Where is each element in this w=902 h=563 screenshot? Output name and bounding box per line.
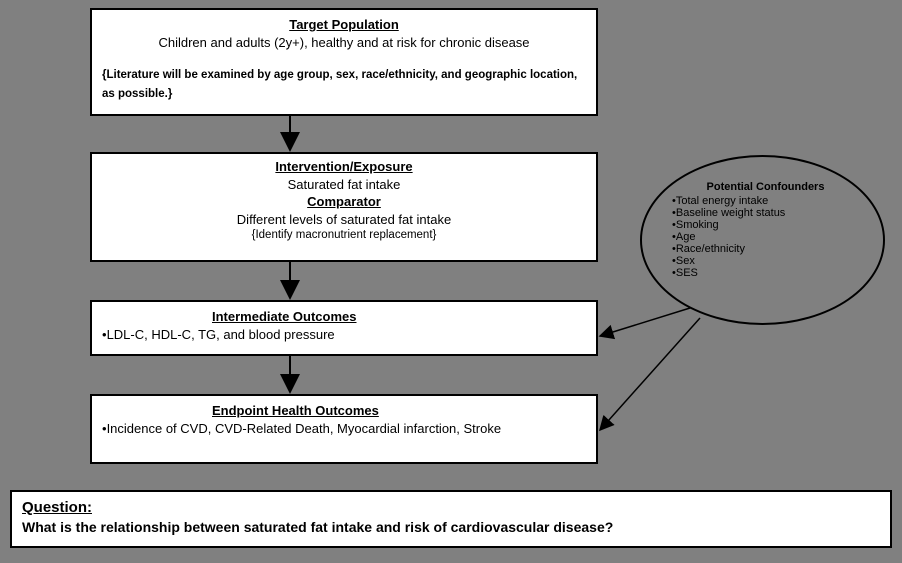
- target-heading: Target Population: [102, 16, 586, 34]
- intervention-line1: Saturated fat intake: [102, 176, 586, 194]
- confounder-item: Total energy intake: [672, 195, 865, 207]
- edge-confounders-to-intermediate: [600, 308, 690, 336]
- node-target-population: Target Population Children and adults (2…: [90, 8, 598, 116]
- question-label: Question:: [22, 498, 880, 518]
- edge-confounders-to-endpoint: [600, 318, 700, 430]
- intervention-note: {Identify macronutrient replacement}: [102, 228, 586, 244]
- target-note: {Literature will be examined by age grou…: [102, 69, 577, 100]
- confounders-list: Total energy intake Baseline weight stat…: [666, 195, 865, 279]
- node-endpoint-outcomes: Endpoint Health Outcomes Incidence of CV…: [90, 394, 598, 464]
- node-confounders: Potential Confounders Total energy intak…: [640, 155, 885, 325]
- endpoint-bullet: Incidence of CVD, CVD-Related Death, Myo…: [102, 421, 501, 436]
- intervention-heading: Intervention/Exposure: [102, 158, 586, 176]
- intermediate-bullet: LDL-C, HDL-C, TG, and blood pressure: [102, 327, 335, 342]
- confounder-item: Smoking: [672, 219, 865, 231]
- confounder-item: Sex: [672, 255, 865, 267]
- confounder-item: Race/ethnicity: [672, 243, 865, 255]
- confounder-item: Baseline weight status: [672, 207, 865, 219]
- intermediate-heading: Intermediate Outcomes: [102, 308, 586, 326]
- confounders-title: Potential Confounders: [666, 181, 865, 193]
- comparator-line: Different levels of saturated fat intake: [102, 211, 586, 229]
- comparator-heading: Comparator: [102, 193, 586, 211]
- node-intermediate-outcomes: Intermediate Outcomes LDL-C, HDL-C, TG, …: [90, 300, 598, 356]
- confounder-item: SES: [672, 267, 865, 279]
- node-intervention: Intervention/Exposure Saturated fat inta…: [90, 152, 598, 262]
- question-text: What is the relationship between saturat…: [22, 518, 880, 537]
- confounder-item: Age: [672, 231, 865, 243]
- target-line1: Children and adults (2y+), healthy and a…: [102, 34, 586, 52]
- endpoint-heading: Endpoint Health Outcomes: [102, 402, 586, 420]
- node-question: Question: What is the relationship betwe…: [10, 490, 892, 548]
